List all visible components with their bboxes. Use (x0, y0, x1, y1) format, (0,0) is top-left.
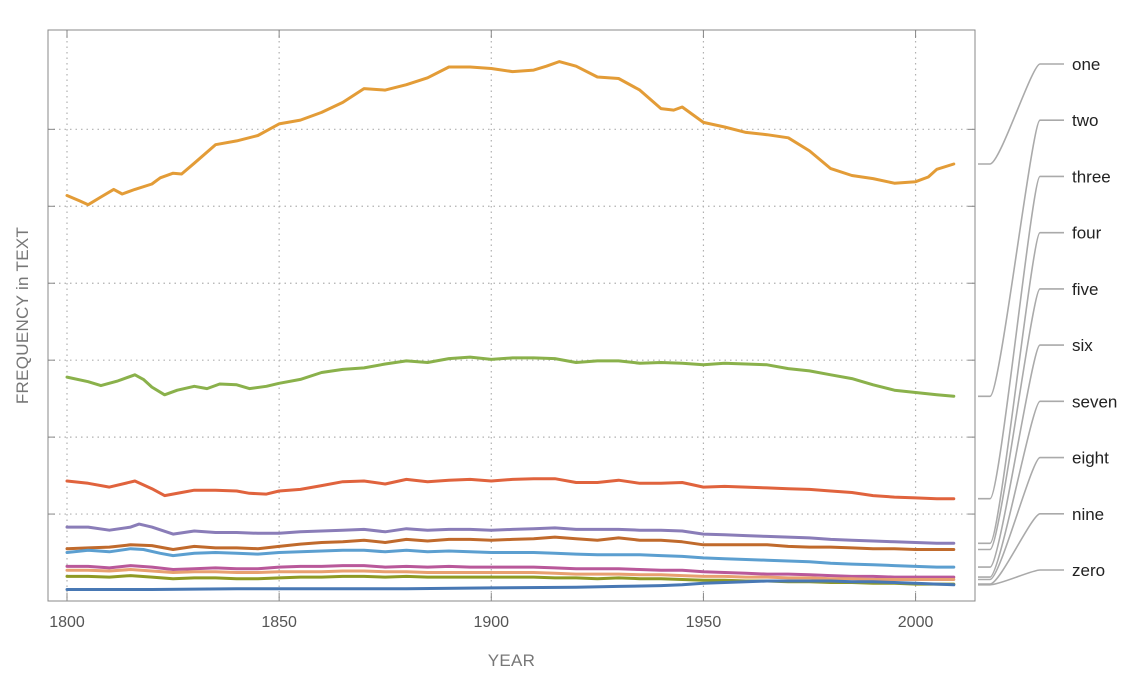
series-line-seven (65, 564, 956, 579)
series-line-five (65, 535, 956, 551)
series-line-three (65, 477, 956, 501)
series-line-four (65, 522, 956, 545)
legend-label-seven: seven (1072, 392, 1117, 411)
series-line-six (65, 547, 956, 569)
grid-lines (48, 30, 975, 601)
legend-connector-four (978, 231, 1064, 545)
legend-label-nine: nine (1072, 505, 1104, 524)
legend-label-four: four (1072, 224, 1102, 243)
x-axis-ticks: 1800 1850 1900 1950 2000 (48, 30, 975, 631)
x-axis-label: YEAR (488, 651, 536, 670)
y-axis-label: FREQUENCY in TEXT (13, 227, 32, 404)
x-tick-label: 2000 (898, 614, 934, 631)
legend-connector-one (978, 63, 1064, 165)
legend-label-three: three (1072, 167, 1111, 186)
legend-connector-seven (978, 400, 1064, 578)
legend-connector-six (978, 344, 1064, 568)
x-tick-label: 1850 (261, 614, 297, 631)
plot-frame (47, 29, 976, 602)
legend-label-eight: eight (1072, 449, 1109, 468)
series-line-eight (65, 568, 956, 581)
series-line-one (65, 60, 956, 207)
legend-connector-two (978, 119, 1064, 398)
series-line-two (65, 355, 956, 398)
legend: one two three four five six seven eight nine zero (1072, 55, 1117, 580)
legend-connector-three (978, 175, 1064, 500)
legend-connector-nine (978, 513, 1064, 585)
legend-connectors (978, 63, 1064, 586)
legend-label-one: one (1072, 55, 1100, 74)
x-tick-label: 1800 (49, 614, 85, 631)
series-lines (65, 60, 956, 591)
x-tick-label: 1900 (473, 614, 509, 631)
legend-connector-five (978, 288, 1064, 551)
series-line-zero (65, 579, 956, 591)
legend-label-two: two (1072, 111, 1098, 130)
legend-label-five: five (1072, 280, 1098, 299)
x-tick-label: 1950 (686, 614, 722, 631)
legend-connector-eight (978, 456, 1064, 581)
legend-label-zero: zero (1072, 561, 1105, 580)
legend-label-six: six (1072, 336, 1093, 355)
legend-connector-zero (978, 569, 1064, 586)
